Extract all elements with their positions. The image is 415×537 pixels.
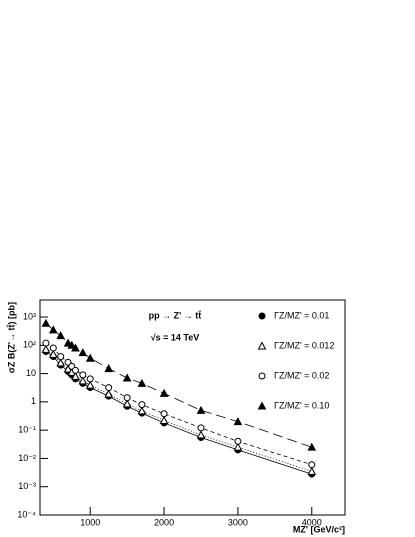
x-axis-title: MZ' [GeV/c²] — [293, 524, 345, 534]
marker — [138, 401, 146, 409]
y-tick-label: 10⁻¹ — [18, 425, 36, 435]
marker — [105, 384, 113, 392]
y-tick-label: 10⁻⁴ — [17, 509, 36, 519]
marker — [159, 415, 169, 424]
annotation: √s = 14 TeV — [151, 332, 200, 342]
marker — [56, 331, 66, 340]
marker — [234, 437, 242, 445]
marker — [49, 344, 57, 352]
x-tick-label: 2000 — [154, 517, 174, 527]
legend-marker — [257, 401, 267, 410]
marker — [233, 417, 243, 426]
marker — [48, 349, 58, 358]
y-tick-label: 10⁻² — [18, 453, 36, 463]
marker — [308, 461, 316, 469]
marker — [41, 344, 51, 353]
marker — [123, 394, 131, 402]
marker — [307, 442, 317, 451]
annotation: pp → Z' → tt̄ — [149, 310, 202, 320]
series-line — [45, 342, 312, 466]
marker — [71, 343, 80, 352]
series-line — [45, 349, 312, 472]
marker — [56, 358, 66, 367]
series-line — [45, 351, 312, 475]
marker — [78, 348, 88, 357]
y-axis-title: σZ B(Z'→ tt̄) [pb] — [6, 302, 16, 373]
legend-marker — [258, 372, 266, 380]
marker — [85, 353, 95, 362]
y-tick-label: 10² — [23, 340, 36, 350]
marker — [197, 424, 205, 432]
marker — [122, 373, 132, 382]
y-tick-label: 10 — [26, 368, 36, 378]
marker — [196, 430, 206, 439]
marker — [122, 399, 132, 408]
legend-label: ΓZ/MZ' = 0.02 — [274, 370, 329, 380]
marker — [160, 410, 168, 418]
marker — [79, 371, 87, 379]
y-tick-label: 10⁻³ — [18, 481, 36, 491]
marker — [71, 366, 79, 374]
marker — [104, 389, 114, 398]
legend-label: ΓZ/MZ' = 0.012 — [274, 340, 334, 350]
marker — [196, 405, 206, 414]
marker — [137, 406, 147, 415]
marker — [42, 339, 50, 347]
legend-label: ΓZ/MZ' = 0.10 — [274, 400, 329, 410]
marker — [86, 375, 94, 383]
marker — [159, 388, 169, 397]
marker — [67, 340, 77, 349]
marker — [41, 318, 51, 327]
marker — [233, 442, 243, 451]
marker — [307, 466, 317, 475]
y-tick-label: 10³ — [23, 311, 36, 321]
x-tick-label: 1000 — [80, 517, 100, 527]
marker — [71, 371, 80, 380]
plot-frame — [39, 299, 346, 516]
legend-marker — [257, 341, 267, 350]
marker — [85, 380, 95, 389]
legend-label: ΓZ/MZ' = 0.01 — [274, 310, 329, 320]
marker — [137, 378, 147, 387]
marker — [57, 353, 65, 361]
marker — [78, 376, 88, 385]
x-tick-label: 3000 — [228, 517, 248, 527]
y-tick-label: 1 — [31, 396, 36, 406]
marker — [104, 364, 114, 373]
marker — [48, 325, 58, 334]
legend-marker — [258, 312, 266, 320]
x-tick-label: 4000 — [302, 517, 322, 527]
